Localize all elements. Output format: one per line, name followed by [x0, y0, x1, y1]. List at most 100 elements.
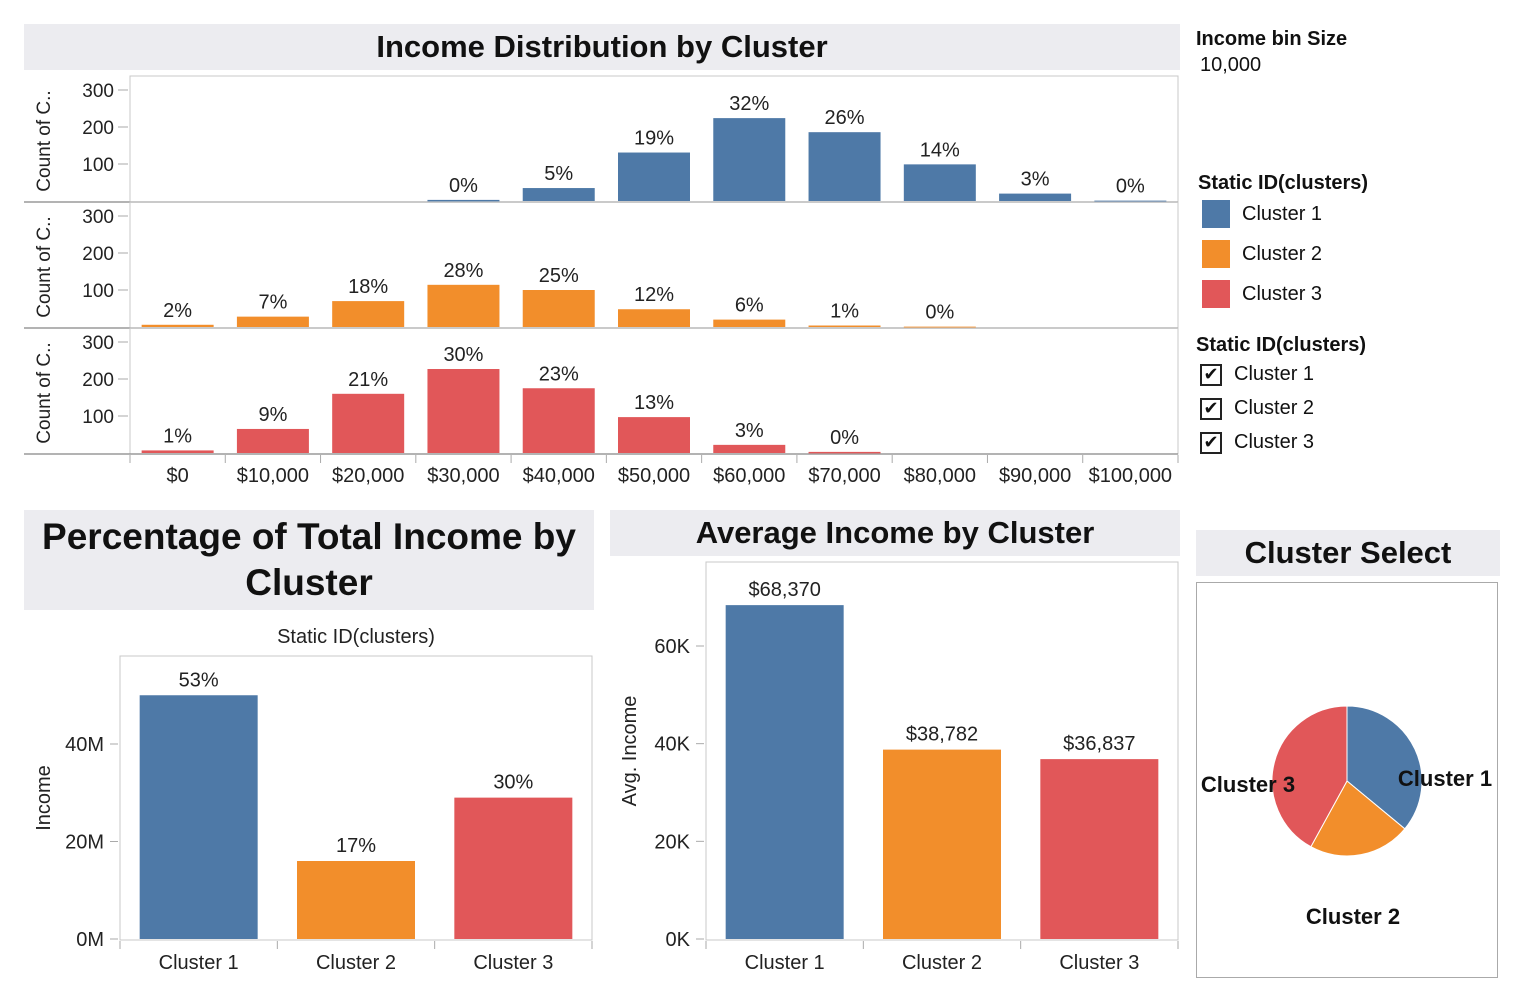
y-tick-label: 40M	[65, 734, 104, 756]
data-label: 1%	[163, 425, 192, 447]
legend-item-cluster-3[interactable]: Cluster 3	[1202, 280, 1322, 308]
x-tick-label: Cluster 1	[745, 952, 825, 974]
data-label: 5%	[544, 163, 573, 185]
filter-title: Static ID(clusters)	[1196, 334, 1367, 356]
y-tick-label: 60K	[654, 636, 690, 658]
bar-cluster-2	[236, 316, 309, 327]
data-label: 30%	[443, 344, 483, 366]
checkbox-checked-icon[interactable]: ✔	[1200, 397, 1222, 420]
data-label: $68,370	[749, 579, 821, 601]
y-tick-label: 0K	[666, 929, 691, 951]
legend-label: Cluster 1	[1242, 202, 1323, 225]
data-label: 28%	[443, 260, 483, 282]
x-tick-label: $70,000	[808, 465, 880, 487]
x-axis-title: Static ID(clusters)	[277, 626, 435, 648]
bar-cluster-2	[903, 326, 976, 329]
y-tick-label: 100	[82, 155, 114, 176]
y-axis-label: Income	[33, 765, 55, 831]
y-axis-label: Count of C..	[34, 342, 55, 443]
bar-cluster-1	[522, 188, 595, 201]
plot-frame	[705, 561, 1179, 941]
legend-item-cluster-2[interactable]: Cluster 2	[1202, 240, 1322, 268]
cluster-select-title: Cluster Select	[1196, 530, 1500, 576]
bar-cluster-2	[883, 749, 1001, 939]
bar-cluster-2	[332, 301, 405, 327]
data-label: 9%	[258, 404, 287, 426]
cluster-select-frame	[1196, 582, 1498, 978]
checkbox-checked-icon[interactable]: ✔	[1200, 363, 1222, 386]
y-axis-label: Avg. Income	[619, 696, 641, 807]
x-tick-label: $80,000	[904, 465, 976, 487]
y-axis-label: Count of C..	[34, 90, 55, 191]
bar-cluster-3	[1040, 759, 1159, 939]
legend-label: Cluster 2	[1242, 242, 1323, 265]
bar-cluster-2	[297, 861, 415, 939]
filter-item-cluster-2[interactable]: ✔ Cluster 2	[1200, 397, 1314, 420]
bar-cluster-2	[618, 309, 690, 327]
filter-label: Cluster 3	[1234, 431, 1315, 453]
filter-item-cluster-3[interactable]: ✔ Cluster 3	[1200, 431, 1314, 454]
legend-swatch	[1202, 200, 1230, 228]
bar-cluster-2	[713, 319, 786, 327]
pie-label: Cluster 3	[1201, 772, 1295, 797]
bar-cluster-1	[713, 118, 786, 201]
y-tick-label: 20M	[65, 832, 104, 854]
x-tick-label: $30,000	[427, 465, 499, 487]
bar-cluster-1	[618, 152, 690, 201]
bar-cluster-3	[454, 797, 573, 939]
plot-frame	[119, 655, 593, 941]
x-tick-label: $100,000	[1089, 465, 1172, 487]
legend-item-cluster-1[interactable]: Cluster 1	[1202, 200, 1322, 228]
y-tick-label: 200	[82, 118, 114, 139]
x-tick-label: $50,000	[618, 465, 690, 487]
data-label: 0%	[830, 427, 859, 449]
bar-cluster-2	[427, 284, 500, 327]
bar-cluster-1	[903, 164, 976, 201]
y-tick-label: 300	[82, 207, 114, 228]
data-label: 18%	[348, 276, 388, 298]
data-label: 14%	[920, 139, 960, 161]
y-tick-label: 20K	[654, 831, 690, 853]
x-tick-label: $90,000	[999, 465, 1071, 487]
bar-cluster-2	[808, 325, 881, 328]
data-label: 25%	[539, 265, 579, 287]
data-label: 1%	[830, 301, 859, 323]
pie-slice-cluster-3	[1271, 705, 1348, 848]
filter-label: Cluster 2	[1234, 397, 1315, 419]
y-tick-label: 0M	[76, 929, 104, 951]
x-tick-label: Cluster 3	[473, 952, 553, 974]
color-legend-title: Static ID(clusters)	[1198, 172, 1369, 194]
filter-item-cluster-1[interactable]: ✔ Cluster 1	[1200, 363, 1314, 386]
bar-cluster-3	[332, 393, 405, 453]
pie-label: Cluster 1	[1398, 766, 1492, 791]
bin-size-value[interactable]: 10,000	[1200, 54, 1262, 76]
data-label: 19%	[634, 128, 674, 150]
x-tick-label: $40,000	[523, 465, 595, 487]
x-tick-label: Cluster 3	[1059, 952, 1139, 974]
bar-cluster-3	[713, 444, 786, 453]
bin-size-label: Income bin Size	[1196, 28, 1348, 50]
bar-cluster-3	[522, 388, 595, 453]
y-tick-label: 300	[82, 333, 114, 354]
data-label: $38,782	[906, 724, 978, 746]
data-label: 26%	[825, 107, 865, 129]
x-tick-label: $10,000	[237, 465, 309, 487]
bar-cluster-3	[236, 428, 309, 453]
data-label: 2%	[163, 300, 192, 322]
data-label: 3%	[1021, 169, 1050, 191]
bar-cluster-1	[427, 199, 500, 202]
data-label: 21%	[348, 369, 388, 391]
x-tick-label: Cluster 2	[316, 952, 396, 974]
bar-cluster-2	[522, 290, 595, 327]
checkbox-checked-icon[interactable]: ✔	[1200, 431, 1222, 454]
y-tick-label: 40K	[654, 734, 690, 756]
data-label: 7%	[258, 292, 287, 314]
bar-cluster-3	[618, 417, 690, 453]
y-tick-label: 100	[82, 407, 114, 428]
data-label: 23%	[539, 363, 579, 385]
bar-cluster-3	[427, 369, 500, 453]
average-title: Average Income by Cluster	[610, 510, 1180, 556]
percentage-title: Percentage of Total Income by Cluster	[24, 510, 594, 610]
x-tick-label: Cluster 1	[159, 952, 239, 974]
